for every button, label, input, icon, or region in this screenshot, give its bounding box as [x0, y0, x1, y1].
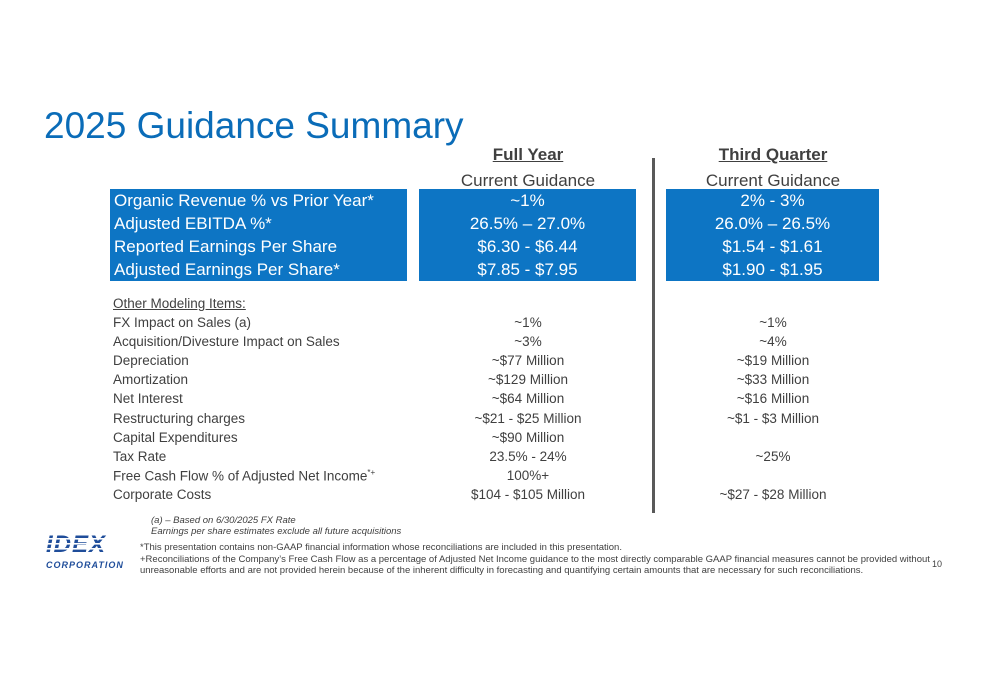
item-label: Amortization — [113, 372, 189, 387]
page-title: 2025 Guidance Summary — [44, 105, 464, 146]
item-full-year: ~$77 Million — [491, 353, 565, 368]
item-label: Acquisition/Divesture Impact on Sales — [113, 334, 340, 349]
notes: (a) – Based on 6/30/2025 FX Rate Earning… — [151, 515, 401, 537]
item-full-year: ~$64 Million — [491, 391, 565, 406]
highlight-row-third-quarter: 2% - 3% — [666, 189, 879, 212]
item-full-year: ~3% — [514, 334, 542, 349]
idex-logo: IDEX CORPORATION — [44, 531, 130, 570]
highlight-row-full-year: $6.30 - $6.44 — [419, 235, 636, 258]
full-year-subtitle: Current Guidance — [460, 171, 596, 190]
highlight-row-third-quarter: $1.54 - $1.61 — [666, 235, 879, 258]
item-full-year: ~$21 - $25 Million — [474, 411, 582, 426]
item-third-quarter: ~$19 Million — [736, 353, 810, 368]
item-full-year: ~$129 Million — [488, 372, 568, 387]
third-quarter-header: Third Quarter Current Guidance — [653, 145, 893, 191]
third-quarter-subtitle: Current Guidance — [705, 171, 841, 190]
item-full-year: ~1% — [514, 315, 542, 330]
item-full-year: 100%+ — [506, 468, 550, 483]
highlight-row-label: Adjusted Earnings Per Share* — [110, 258, 407, 281]
item-label: Corporate Costs — [113, 487, 212, 502]
item-label-with-note: Free Cash Flow % of Adjusted Net Income*… — [113, 468, 375, 484]
highlight-row-full-year: ~1% — [419, 189, 636, 212]
note-line: (a) – Based on 6/30/2025 FX Rate — [151, 515, 296, 526]
item-label: Tax Rate — [113, 449, 167, 464]
item-third-quarter: ~4% — [759, 334, 787, 349]
highlight-row-full-year: $7.85 - $7.95 — [419, 258, 636, 281]
idex-logo-mark: IDEX — [44, 531, 128, 558]
footer-disclaimer: *This presentation contains non-GAAP fin… — [140, 542, 930, 577]
item-full-year: 23.5% - 24% — [489, 449, 567, 464]
item-third-quarter: ~$27 - $28 Million — [719, 487, 827, 502]
footer-line: +Reconciliations of the Company’s Free C… — [140, 553, 930, 577]
page-number: 10 — [932, 559, 943, 569]
highlight-row-label: Reported Earnings Per Share — [110, 235, 407, 258]
third-quarter-title: Third Quarter — [718, 145, 828, 164]
item-full-year: $104 - $105 Million — [470, 487, 586, 502]
item-third-quarter: ~1% — [759, 315, 787, 330]
highlight-row-full-year: 26.5% – 27.0% — [419, 212, 636, 235]
column-divider — [652, 158, 655, 513]
footer-line: *This presentation contains non-GAAP fin… — [140, 542, 622, 553]
highlight-row-label: Adjusted EBITDA %* — [110, 212, 407, 235]
item-third-quarter: ~$16 Million — [736, 391, 810, 406]
full-year-header: Full Year Current Guidance — [408, 145, 648, 191]
item-label: Restructuring charges — [113, 411, 246, 426]
item-full-year: ~$90 Million — [491, 430, 565, 445]
item-label-superscript: *+ — [367, 468, 376, 477]
full-year-title: Full Year — [492, 145, 564, 164]
item-label: Capital Expenditures — [113, 430, 238, 445]
note-line: Earnings per share estimates exclude all… — [151, 526, 402, 537]
other-items-title: Other Modeling Items: — [113, 296, 246, 311]
item-label: Net Interest — [113, 391, 183, 406]
highlight-row-label: Organic Revenue % vs Prior Year* — [110, 189, 407, 212]
highlight-row-third-quarter: $1.90 - $1.95 — [666, 258, 879, 281]
highlight-row-third-quarter: 26.0% – 26.5% — [666, 212, 879, 235]
item-third-quarter: ~$1 - $3 Million — [727, 411, 819, 426]
item-label: FX Impact on Sales (a) — [113, 315, 252, 330]
item-label: Depreciation — [113, 353, 189, 368]
logo-wordmark: CORPORATION — [46, 560, 124, 570]
item-label: Free Cash Flow % of Adjusted Net Income — [113, 468, 368, 484]
item-third-quarter: ~25% — [755, 449, 791, 464]
item-third-quarter: ~$33 Million — [736, 372, 810, 387]
